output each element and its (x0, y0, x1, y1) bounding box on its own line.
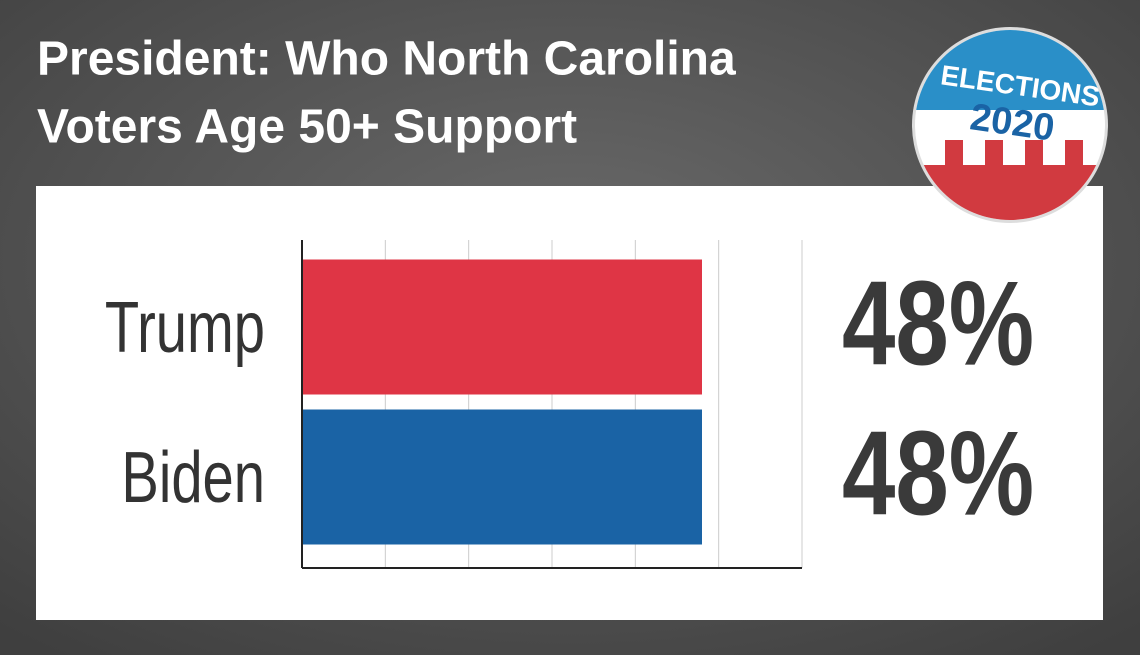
value-label: 48% (842, 408, 1034, 542)
plot: Trump 48% Biden 48% (105, 240, 1034, 569)
chart-title: President: Who North Carolina (37, 33, 736, 86)
badge: ELECTIONS 2020 (912, 27, 1108, 223)
bar (302, 409, 702, 545)
badge-stripe (945, 140, 963, 170)
badge-stripe (985, 140, 1003, 170)
chart-title: Voters Age 50+ Support (37, 101, 577, 154)
badge-stripe (1065, 140, 1083, 170)
y-tick-label: Trump (105, 287, 265, 367)
bar (302, 259, 702, 395)
value-label: 48% (842, 258, 1034, 392)
y-tick-label: Biden (121, 437, 265, 517)
badge-stripe (1025, 140, 1043, 170)
panel (36, 186, 1103, 620)
